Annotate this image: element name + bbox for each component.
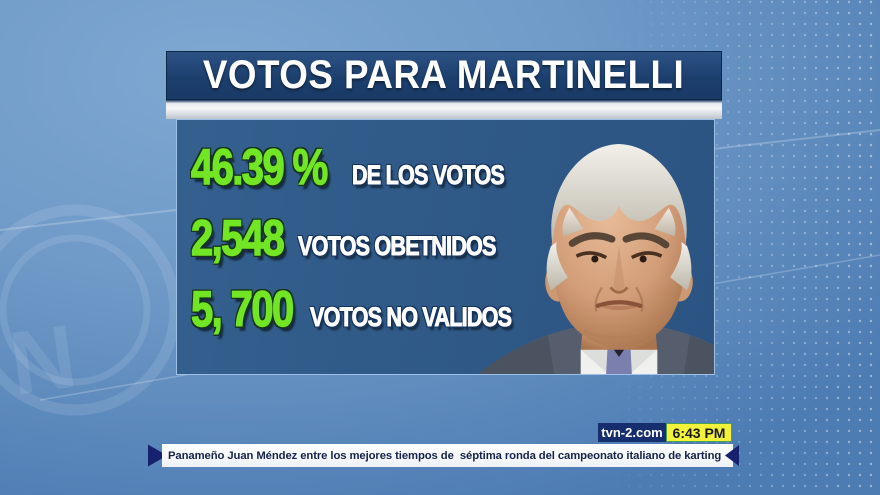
svg-text:N: N: [4, 307, 82, 415]
